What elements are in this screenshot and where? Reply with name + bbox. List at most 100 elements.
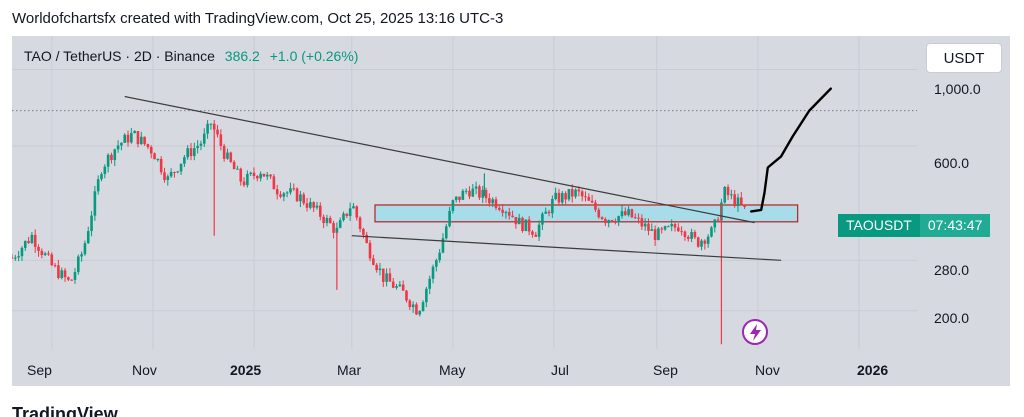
candle-body xyxy=(355,206,359,218)
candle-body xyxy=(577,189,581,192)
candle-body xyxy=(262,173,266,177)
candle-body xyxy=(521,217,524,232)
candle-body xyxy=(328,217,332,224)
candle-body xyxy=(163,172,166,180)
candle-body xyxy=(647,223,650,231)
candle-body xyxy=(212,123,216,130)
candle-body xyxy=(86,231,90,244)
candle-body xyxy=(305,203,309,208)
candle-body xyxy=(597,209,601,218)
xtick-label: Jul xyxy=(551,362,569,378)
candle-body xyxy=(395,286,398,288)
candle-body xyxy=(534,234,538,237)
candle-body xyxy=(667,226,670,228)
candle-body xyxy=(713,219,717,228)
candle-body xyxy=(696,237,700,247)
candle-body xyxy=(657,228,660,241)
trendline xyxy=(351,235,782,261)
candle-body xyxy=(63,270,67,278)
xtick-label: 2026 xyxy=(857,362,889,378)
candle-body xyxy=(425,288,428,303)
ytick-label: 280.0 xyxy=(934,262,970,278)
candle-body xyxy=(338,220,342,228)
candle-body xyxy=(342,213,345,221)
candle-body xyxy=(640,218,644,227)
candle-body xyxy=(716,219,720,221)
candle-body xyxy=(272,176,276,190)
candle-body xyxy=(96,179,100,192)
candle-body xyxy=(594,202,597,210)
symbol-name: TAO / TetherUS · 2D · Binance xyxy=(24,48,215,64)
candle-body xyxy=(189,148,193,157)
price-change: +1.0 (+0.26%) xyxy=(269,48,359,64)
candle-body xyxy=(391,281,395,288)
candle-body xyxy=(498,207,501,210)
candle-body xyxy=(222,146,226,159)
candle-body xyxy=(537,224,541,237)
candle-body xyxy=(60,270,64,278)
candle-body xyxy=(183,157,186,164)
candle-body xyxy=(710,227,713,237)
candle-body xyxy=(368,242,372,259)
candle-body xyxy=(318,205,322,217)
candle-body xyxy=(236,168,239,170)
currency-button[interactable]: USDT xyxy=(926,43,1002,73)
candle-body xyxy=(488,198,491,204)
candle-body xyxy=(202,133,206,144)
tradingview-logo: TradingView xyxy=(12,404,118,417)
candle-body xyxy=(295,188,299,202)
candle-body xyxy=(173,171,176,173)
candle-body xyxy=(438,252,441,261)
candle-body xyxy=(259,173,262,179)
candle-body xyxy=(600,217,604,219)
candle-body xyxy=(246,173,249,186)
candle-body xyxy=(435,260,438,267)
price-badge: TAOUSDT 07:43:47 xyxy=(838,214,991,237)
trendline xyxy=(124,95,755,224)
candle-body xyxy=(405,290,408,301)
candle-body xyxy=(322,216,325,224)
candle-body xyxy=(67,277,70,280)
candle-body xyxy=(156,158,160,160)
projection-drawing xyxy=(750,87,832,213)
candle-body xyxy=(441,238,445,253)
candle-body xyxy=(381,268,385,282)
candle-body xyxy=(401,284,405,291)
candle-body xyxy=(103,166,107,175)
candle-body xyxy=(83,243,87,255)
candle-body xyxy=(607,220,611,224)
price-chart[interactable] xyxy=(12,36,1010,386)
candle-body xyxy=(186,148,189,158)
candle-body xyxy=(12,257,14,259)
candle-body xyxy=(703,240,707,244)
candle-body xyxy=(149,147,153,154)
candle-body xyxy=(517,217,521,225)
chart-area[interactable]: TAO / TetherUS · 2D · Binance 386.2 +1.0… xyxy=(12,36,1010,386)
candle-body xyxy=(375,264,378,271)
candle-body xyxy=(332,223,335,233)
candle-body xyxy=(706,236,710,244)
candle-body xyxy=(282,193,286,197)
candle-body xyxy=(494,199,498,208)
candle-body xyxy=(627,209,630,216)
candle-body xyxy=(146,144,150,148)
candle-body xyxy=(196,145,199,149)
candle-body xyxy=(630,209,634,218)
candle-body xyxy=(289,188,292,193)
xtick-label: Sep xyxy=(27,362,52,378)
candle-body xyxy=(673,224,677,228)
candle-body xyxy=(226,152,229,159)
candle-body xyxy=(653,229,657,241)
candle-body xyxy=(27,240,30,243)
candle-body xyxy=(491,199,494,204)
candle-body xyxy=(279,194,282,197)
candle-body xyxy=(275,189,279,195)
candle-body xyxy=(604,218,607,224)
ytick-label: 1,000.0 xyxy=(934,81,981,97)
candle-body xyxy=(650,229,654,231)
candle-body xyxy=(733,194,736,207)
candle-body xyxy=(17,256,20,258)
candle-body xyxy=(106,154,110,167)
candle-body xyxy=(504,212,508,214)
candle-body xyxy=(514,217,518,225)
